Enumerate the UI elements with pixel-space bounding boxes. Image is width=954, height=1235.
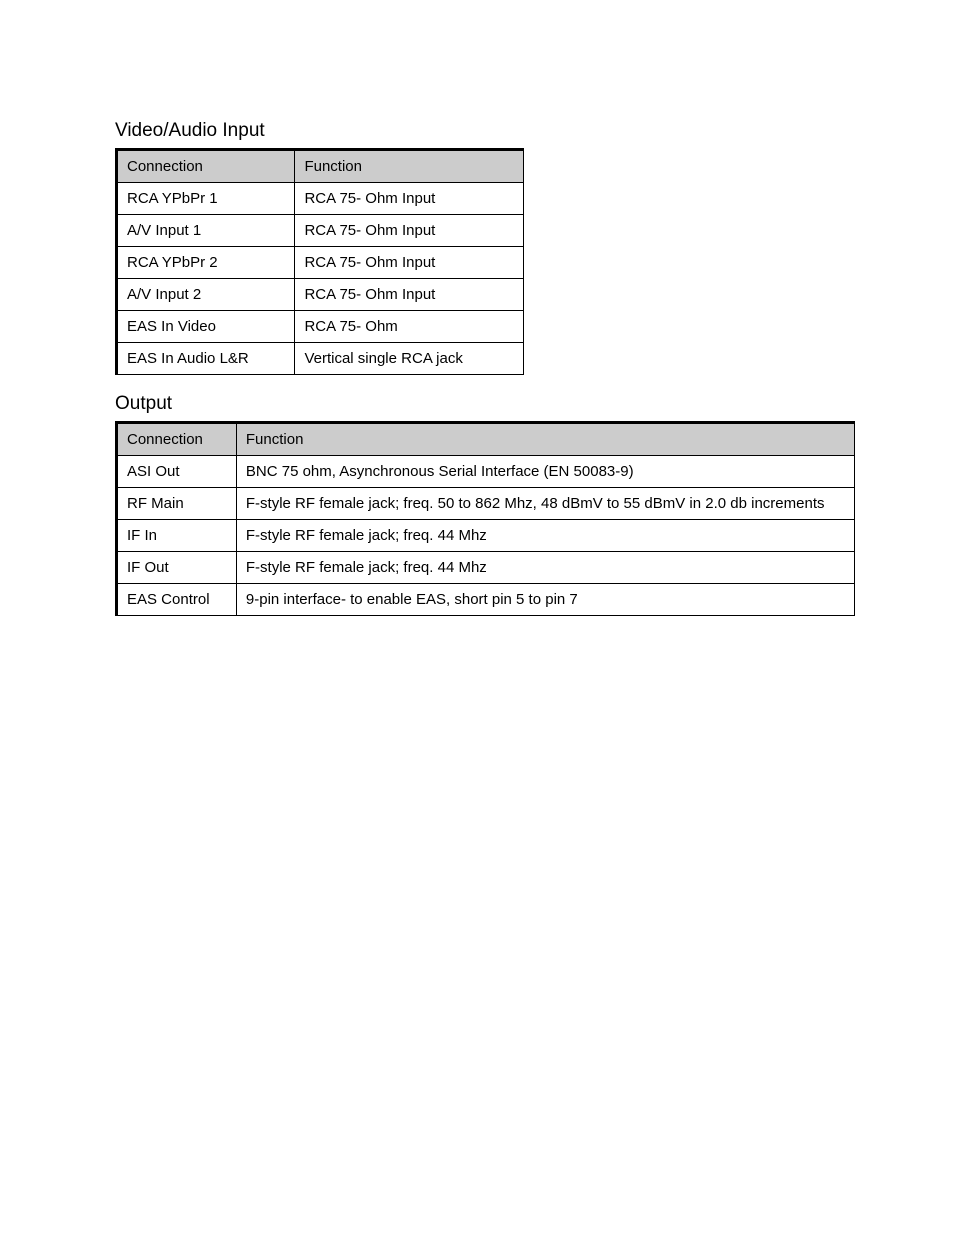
cell-function: 9-pin interface- to enable EAS, short pi… (236, 584, 854, 616)
output-title: Output (115, 393, 854, 415)
table-row: EAS In Video RCA 75- Ohm (117, 311, 524, 343)
cell-connection: ASI Out (117, 456, 237, 488)
table-row: EAS In Audio L&R Vertical single RCA jac… (117, 343, 524, 375)
cell-function: RCA 75- Ohm (295, 311, 524, 343)
header-connection: Connection (117, 423, 237, 456)
table-header-row: Connection Function (117, 150, 524, 183)
cell-connection: RF Main (117, 488, 237, 520)
cell-connection: EAS Control (117, 584, 237, 616)
table-row: ASI Out BNC 75 ohm, Asynchronous Serial … (117, 456, 855, 488)
header-connection: Connection (117, 150, 295, 183)
table-row: RF Main F-style RF female jack; freq. 50… (117, 488, 855, 520)
cell-function: RCA 75- Ohm Input (295, 215, 524, 247)
header-function: Function (236, 423, 854, 456)
table-row: RCA YPbPr 1 RCA 75- Ohm Input (117, 183, 524, 215)
cell-function: RCA 75- Ohm Input (295, 183, 524, 215)
table-row: A/V Input 1 RCA 75- Ohm Input (117, 215, 524, 247)
cell-connection: EAS In Video (117, 311, 295, 343)
table-header-row: Connection Function (117, 423, 855, 456)
table-row: RCA YPbPr 2 RCA 75- Ohm Input (117, 247, 524, 279)
output-table: Connection Function ASI Out BNC 75 ohm, … (115, 421, 855, 616)
cell-connection: RCA YPbPr 1 (117, 183, 295, 215)
cell-function: F-style RF female jack; freq. 44 Mhz (236, 520, 854, 552)
page: Video/Audio Input Connection Function RC… (0, 0, 954, 616)
cell-function: F-style RF female jack; freq. 44 Mhz (236, 552, 854, 584)
cell-connection: A/V Input 2 (117, 279, 295, 311)
video-audio-input-title: Video/Audio Input (115, 120, 854, 142)
header-function: Function (295, 150, 524, 183)
table-row: A/V Input 2 RCA 75- Ohm Input (117, 279, 524, 311)
cell-connection: IF In (117, 520, 237, 552)
cell-function: RCA 75- Ohm Input (295, 279, 524, 311)
cell-function: RCA 75- Ohm Input (295, 247, 524, 279)
table-row: EAS Control 9-pin interface- to enable E… (117, 584, 855, 616)
cell-connection: A/V Input 1 (117, 215, 295, 247)
table-row: IF In F-style RF female jack; freq. 44 M… (117, 520, 855, 552)
cell-function: F-style RF female jack; freq. 50 to 862 … (236, 488, 854, 520)
video-audio-input-table: Connection Function RCA YPbPr 1 RCA 75- … (115, 148, 524, 375)
cell-connection: IF Out (117, 552, 237, 584)
cell-function: BNC 75 ohm, Asynchronous Serial Interfac… (236, 456, 854, 488)
cell-connection: EAS In Audio L&R (117, 343, 295, 375)
cell-connection: RCA YPbPr 2 (117, 247, 295, 279)
cell-function: Vertical single RCA jack (295, 343, 524, 375)
table-row: IF Out F-style RF female jack; freq. 44 … (117, 552, 855, 584)
